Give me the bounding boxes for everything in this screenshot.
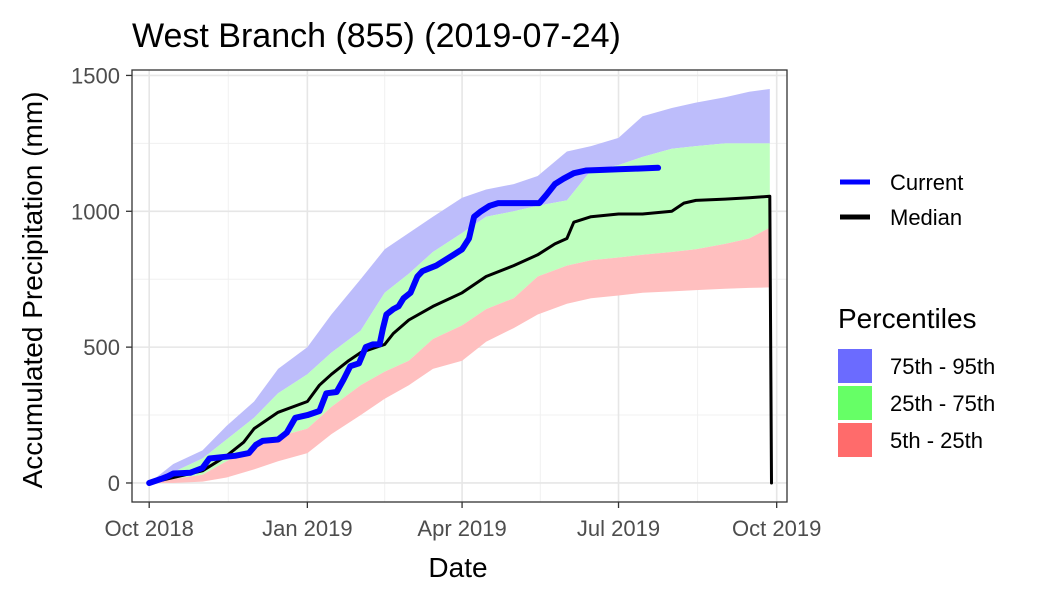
chart-title: West Branch (855) (2019-07-24): [132, 17, 621, 55]
plot-area: [131, 69, 788, 503]
y-axis-title: Accumulated Precipitation (mm): [17, 92, 48, 489]
legend-band-label: 75th - 95th: [890, 354, 995, 379]
legend-band-label: 5th - 25th: [890, 428, 983, 453]
x-tick-label: Oct 2019: [732, 516, 821, 541]
legend: Current Median Percentiles 75th - 95th 25t…: [838, 170, 995, 457]
legend-label-current: Current: [890, 170, 963, 195]
legend-swatch: [838, 386, 872, 420]
y-tick-label: 1500: [71, 63, 120, 88]
band-5th-25th: [149, 227, 770, 483]
percentile-bands: [149, 89, 770, 483]
band-25th-75th: [149, 143, 770, 483]
band-75th-95th: [149, 89, 770, 483]
percentiles-legend-title: Percentiles: [838, 303, 977, 334]
x-tick-label: Jul 2019: [577, 516, 660, 541]
series-line-current: [146, 164, 662, 486]
series-lines: [146, 164, 773, 486]
legend-band-label: 25th - 75th: [890, 391, 995, 416]
x-axis: Oct 2018 Jan 2019 Apr 2019 Jul 2019 Oct 2019: [105, 502, 821, 541]
legend-swatch: [838, 349, 872, 383]
legend-swatch: [838, 423, 872, 457]
x-axis-title: Date: [428, 552, 487, 583]
series-line-median: [147, 194, 773, 485]
x-tick-label: Apr 2019: [417, 516, 506, 541]
y-tick-label: 0: [108, 471, 120, 496]
series-legend: Current Median: [840, 170, 963, 230]
legend-label-median: Median: [890, 205, 962, 230]
y-axis: 0 500 1000 1500: [71, 63, 132, 496]
x-tick-label: Oct 2018: [105, 516, 194, 541]
y-tick-label: 1000: [71, 199, 120, 224]
y-tick-label: 500: [83, 335, 120, 360]
percentiles-legend: 75th - 95th 25th - 75th 5th - 25th: [838, 349, 995, 457]
plot-border: [131, 69, 788, 503]
x-tick-label: Jan 2019: [262, 516, 353, 541]
